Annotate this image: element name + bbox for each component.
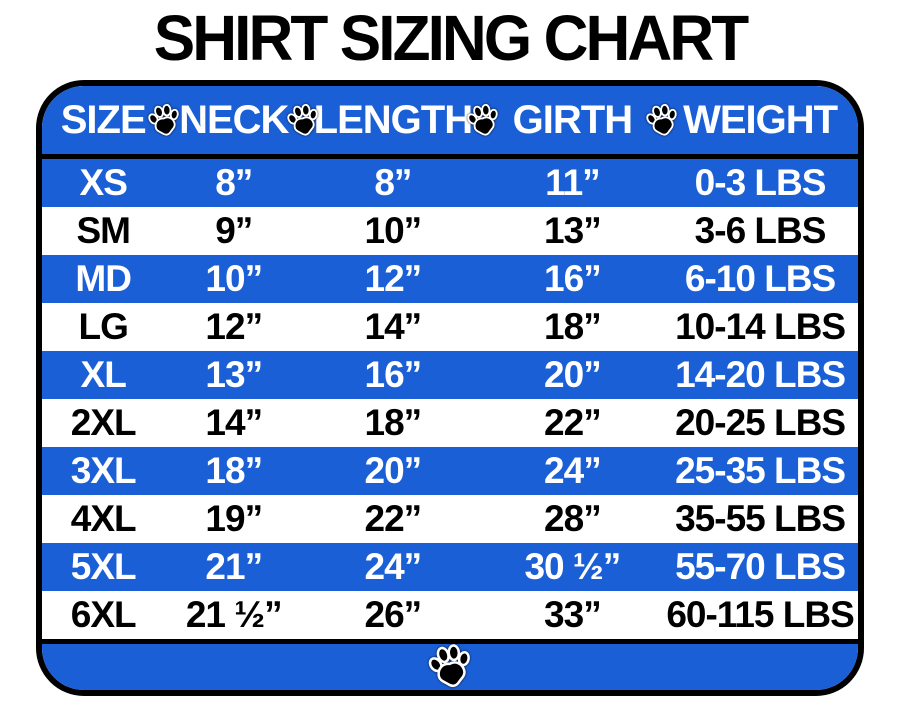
cell-weight: 0-3 LBS [694, 162, 827, 203]
paw-icon [286, 103, 321, 137]
cell-weight: 60-115 LBS [666, 594, 854, 635]
cell-girth: 16” [544, 258, 602, 299]
cell-girth: 22” [544, 402, 602, 443]
cell-length: 26” [364, 594, 423, 635]
table-row: 2XL 14” 18” 22” 20-25 LBS [42, 399, 858, 447]
cell-size: 6XL [70, 594, 137, 635]
cell-length: 8” [374, 162, 412, 203]
cell-length: 22” [364, 498, 423, 539]
chart-panel: SIZE NECK LENGTH GIRTH WEIGHT XS 8” 8” 1… [36, 80, 864, 696]
cell-size: 3XL [70, 450, 137, 491]
header-divider [42, 154, 858, 159]
cell-weight: 25-35 LBS [675, 450, 846, 491]
cell-neck: 21” [205, 546, 263, 587]
cell-length: 14” [364, 306, 423, 347]
paw-icon [465, 103, 500, 137]
column-header-length: LENGTH [313, 97, 473, 142]
cell-girth: 28” [544, 498, 602, 539]
cell-girth: 18” [544, 306, 602, 347]
table-row: XL 13” 16” 20” 14-20 LBS [42, 351, 858, 399]
cell-size: XL [80, 354, 127, 395]
table-row: 5XL 21” 24” 30 ½” 55-70 LBS [42, 543, 858, 591]
cell-size: 2XL [70, 402, 137, 443]
cell-weight: 35-55 LBS [675, 498, 846, 539]
cell-neck: 13” [205, 354, 263, 395]
cell-neck: 9” [215, 210, 253, 251]
cell-neck: 12” [205, 306, 263, 347]
column-header-girth: GIRTH [512, 97, 633, 142]
cell-size: SM [76, 210, 131, 251]
page-title: SHIRT SIZING CHART [153, 2, 749, 74]
cell-neck: 18” [205, 450, 263, 491]
cell-girth: 13” [544, 210, 602, 251]
column-header-neck: NECK [179, 97, 289, 142]
cell-size: 5XL [70, 546, 137, 587]
cell-girth: 30 ½” [524, 546, 621, 587]
paw-icon [147, 103, 182, 137]
table-body: XS 8” 8” 11” 0-3 LBS SM 9” 10” 13” 3-6 L… [42, 159, 858, 639]
table-row: MD 10” 12” 16” 6-10 LBS [42, 255, 858, 303]
cell-neck: 14” [205, 402, 263, 443]
cell-girth: 11” [545, 162, 601, 203]
cell-girth: 20” [544, 354, 602, 395]
cell-weight: 20-25 LBS [675, 402, 846, 443]
footer-divider [42, 639, 858, 644]
cell-neck: 10” [205, 258, 263, 299]
table-row: LG 12” 14” 18” 10-14 LBS [42, 303, 858, 351]
paw-icon [427, 643, 473, 689]
cell-girth: 24” [544, 450, 602, 491]
paw-icon [645, 103, 680, 137]
cell-girth: 33” [544, 594, 602, 635]
cell-weight: 3-6 LBS [694, 210, 827, 251]
cell-length: 18” [364, 402, 423, 443]
cell-size: XS [79, 162, 128, 203]
cell-size: MD [75, 258, 132, 299]
cell-length: 10” [364, 210, 423, 251]
cell-length: 24” [364, 546, 423, 587]
column-header-size: SIZE [60, 97, 147, 142]
table-row: XS 8” 8” 11” 0-3 LBS [42, 159, 858, 207]
cell-length: 20” [364, 450, 423, 491]
cell-weight: 10-14 LBS [675, 306, 846, 347]
cell-weight: 14-20 LBS [675, 354, 846, 395]
table-footer [42, 643, 858, 690]
table-row: SM 9” 10” 13” 3-6 LBS [42, 207, 858, 255]
cell-neck: 19” [205, 498, 263, 539]
cell-length: 12” [364, 258, 423, 299]
cell-neck: 8” [215, 162, 253, 203]
table-row: 3XL 18” 20” 24” 25-35 LBS [42, 447, 858, 495]
cell-neck: 21 ½” [185, 594, 283, 635]
cell-size: LG [78, 306, 129, 347]
cell-weight: 6-10 LBS [684, 258, 836, 299]
table-header: SIZE NECK LENGTH GIRTH WEIGHT [42, 86, 858, 154]
cell-weight: 55-70 LBS [675, 546, 846, 587]
column-header-weight: WEIGHT [683, 97, 838, 142]
table-row: 6XL 21 ½” 26” 33” 60-115 LBS [42, 591, 858, 639]
table-row: 4XL 19” 22” 28” 35-55 LBS [42, 495, 858, 543]
cell-size: 4XL [70, 498, 137, 539]
cell-length: 16” [364, 354, 423, 395]
